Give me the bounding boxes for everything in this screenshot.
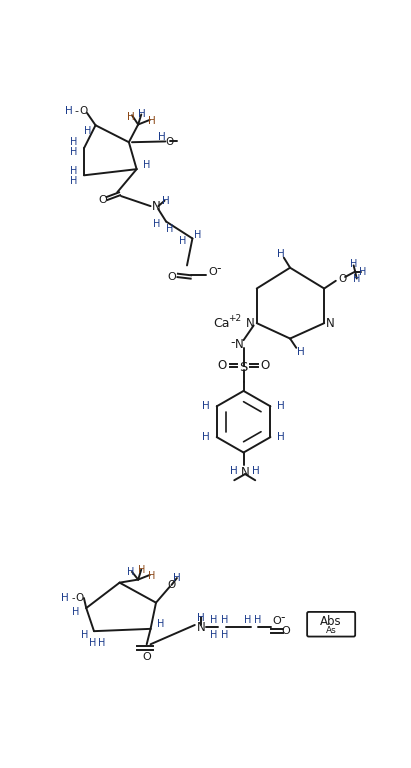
Text: Abs: Abs bbox=[320, 615, 342, 628]
Text: H: H bbox=[210, 614, 218, 624]
Text: O: O bbox=[167, 272, 176, 282]
Text: H: H bbox=[173, 573, 181, 583]
Text: H: H bbox=[148, 116, 156, 126]
Text: H: H bbox=[127, 112, 134, 122]
Text: H: H bbox=[202, 432, 210, 442]
Text: H: H bbox=[180, 236, 187, 246]
Text: O: O bbox=[165, 137, 173, 147]
Text: H: H bbox=[139, 564, 146, 574]
Text: N: N bbox=[246, 316, 255, 329]
Text: H: H bbox=[244, 614, 251, 624]
Text: -: - bbox=[231, 336, 235, 349]
Text: H: H bbox=[254, 614, 261, 624]
Text: H: H bbox=[70, 167, 78, 177]
Text: H: H bbox=[277, 249, 285, 259]
Text: H: H bbox=[157, 619, 164, 629]
Text: O: O bbox=[167, 580, 175, 590]
Text: H: H bbox=[277, 402, 285, 412]
Text: H: H bbox=[81, 630, 88, 640]
Text: -: - bbox=[217, 262, 221, 275]
Text: O: O bbox=[75, 593, 83, 603]
Text: -: - bbox=[72, 593, 75, 603]
Text: O: O bbox=[98, 195, 107, 205]
Text: O: O bbox=[142, 652, 151, 662]
Text: H: H bbox=[202, 402, 210, 412]
Text: O: O bbox=[217, 359, 226, 372]
Text: N: N bbox=[236, 338, 244, 351]
Text: H: H bbox=[277, 432, 285, 442]
Text: H: H bbox=[70, 147, 78, 157]
Text: As: As bbox=[326, 626, 337, 635]
Text: -: - bbox=[281, 611, 285, 624]
Text: O: O bbox=[80, 107, 88, 117]
Text: O: O bbox=[282, 626, 291, 636]
Text: H: H bbox=[138, 110, 146, 120]
Text: H: H bbox=[353, 274, 360, 284]
Text: -: - bbox=[74, 107, 78, 117]
Text: N: N bbox=[326, 316, 335, 329]
Text: H: H bbox=[158, 132, 166, 142]
Text: S: S bbox=[239, 361, 248, 374]
Text: H: H bbox=[70, 177, 78, 187]
Text: H: H bbox=[221, 614, 228, 624]
Text: H: H bbox=[297, 347, 305, 357]
Text: H: H bbox=[65, 107, 72, 117]
Text: H: H bbox=[70, 137, 78, 147]
Text: O: O bbox=[261, 359, 270, 372]
Text: O: O bbox=[208, 267, 217, 277]
Text: H: H bbox=[231, 466, 238, 476]
Text: H: H bbox=[359, 266, 367, 276]
Text: H: H bbox=[72, 607, 80, 617]
Text: H: H bbox=[252, 466, 260, 476]
Text: O: O bbox=[272, 616, 281, 626]
Text: +2: +2 bbox=[229, 314, 242, 323]
Text: H: H bbox=[148, 571, 156, 581]
Text: H: H bbox=[127, 567, 134, 577]
Text: H: H bbox=[89, 637, 96, 647]
Text: H: H bbox=[197, 613, 205, 623]
Text: H: H bbox=[143, 161, 150, 170]
Text: H: H bbox=[162, 197, 170, 207]
Text: H: H bbox=[194, 230, 201, 240]
Text: H: H bbox=[210, 630, 218, 640]
Text: O: O bbox=[338, 273, 346, 283]
FancyBboxPatch shape bbox=[307, 612, 355, 637]
Text: N: N bbox=[152, 200, 160, 213]
Text: H: H bbox=[350, 259, 357, 269]
Text: H: H bbox=[62, 593, 69, 603]
Text: Ca: Ca bbox=[214, 316, 230, 329]
Text: H: H bbox=[153, 219, 160, 229]
Text: H: H bbox=[84, 127, 92, 137]
Text: N: N bbox=[196, 621, 206, 634]
Text: H: H bbox=[98, 637, 106, 647]
Text: H: H bbox=[166, 224, 173, 234]
Text: H: H bbox=[221, 630, 228, 640]
Text: N: N bbox=[241, 466, 249, 479]
